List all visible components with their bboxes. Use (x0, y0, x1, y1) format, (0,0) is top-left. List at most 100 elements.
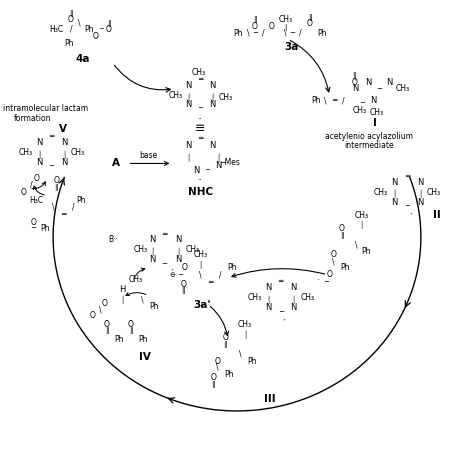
Text: \: \ (78, 19, 80, 28)
Text: │: │ (216, 153, 220, 162)
Text: O: O (269, 22, 275, 31)
Text: \: \ (284, 29, 287, 38)
Text: │: │ (418, 190, 422, 199)
Text: /: / (262, 29, 264, 38)
Text: N: N (386, 78, 392, 87)
Text: O: O (30, 218, 36, 227)
Text: III: III (264, 394, 275, 404)
Text: ─: ─ (162, 261, 166, 267)
Text: N: N (264, 303, 271, 312)
Text: CH₃: CH₃ (396, 84, 410, 93)
Text: N: N (209, 100, 215, 109)
Text: O: O (106, 25, 112, 34)
Text: N: N (185, 100, 191, 109)
Text: acetylenio acylazolium: acetylenio acylazolium (325, 132, 413, 141)
Text: H₃C: H₃C (29, 196, 43, 205)
Text: O: O (222, 333, 228, 342)
Text: \: \ (246, 29, 249, 38)
Text: O: O (210, 373, 216, 382)
Text: base: base (139, 151, 158, 160)
Text: │: │ (243, 330, 247, 338)
Text: N: N (291, 303, 297, 312)
Text: N: N (215, 161, 221, 170)
Text: ═: ═ (332, 96, 337, 105)
Text: ≡: ≡ (195, 122, 205, 135)
Text: N: N (264, 283, 271, 292)
Text: II: II (433, 210, 441, 220)
Text: ─: ─ (99, 27, 103, 32)
Text: ‖: ‖ (353, 73, 356, 80)
Text: O: O (20, 188, 26, 197)
Text: /: / (72, 203, 74, 212)
Text: /: / (342, 96, 345, 105)
Text: O: O (307, 19, 312, 28)
Text: ─: ─ (49, 164, 53, 169)
Text: ‖: ‖ (105, 327, 109, 334)
Text: ─: ─ (405, 203, 409, 209)
Text: CH₃: CH₃ (219, 93, 233, 102)
Text: ‖: ‖ (223, 341, 227, 348)
Text: ‖: ‖ (211, 381, 215, 388)
Text: Ph: Ph (227, 264, 237, 273)
Text: │: │ (186, 94, 191, 102)
Text: ─: ─ (360, 100, 365, 106)
Text: 3a': 3a' (193, 300, 211, 310)
Text: ═: ═ (49, 132, 54, 141)
Text: N: N (175, 236, 182, 245)
Text: O: O (33, 174, 39, 183)
Text: Ph: Ph (114, 335, 123, 344)
Text: ⁺: ⁺ (354, 80, 357, 84)
Text: O: O (104, 320, 109, 329)
Text: N: N (36, 158, 42, 167)
Text: N: N (61, 138, 67, 147)
Text: ─Mes: ─Mes (220, 158, 240, 167)
Text: O: O (338, 224, 344, 233)
Text: ‖: ‖ (340, 231, 343, 238)
Text: ─: ─ (205, 167, 210, 173)
Text: N: N (175, 255, 182, 264)
Text: N: N (193, 166, 200, 175)
Text: Ph: Ph (40, 224, 50, 233)
Text: N: N (417, 198, 423, 207)
Text: ═: ═ (208, 278, 212, 287)
Text: ─: ─ (31, 225, 36, 231)
Text: N: N (370, 96, 376, 105)
Text: │: │ (359, 221, 364, 229)
Text: CH₃: CH₃ (128, 275, 143, 284)
Text: ─: ─ (324, 279, 328, 285)
Text: ═: ═ (198, 134, 202, 143)
Text: N: N (391, 178, 397, 187)
Text: /: / (30, 181, 33, 190)
Text: O: O (252, 22, 258, 31)
Text: \: \ (355, 240, 357, 249)
Text: │: │ (62, 150, 66, 159)
Text: ‖: ‖ (129, 327, 132, 334)
Text: Ph: Ph (138, 335, 147, 344)
Text: CH₃: CH₃ (134, 246, 147, 255)
Text: ‖: ‖ (107, 20, 110, 27)
Text: ⁻: ⁻ (317, 279, 320, 284)
Text: ‖: ‖ (69, 10, 73, 17)
Text: O: O (181, 280, 186, 289)
Text: Ph: Ph (341, 264, 350, 273)
Text: \: \ (332, 257, 335, 266)
Text: Ph: Ph (224, 370, 234, 379)
Text: Ph: Ph (233, 29, 243, 38)
Text: \: \ (199, 270, 201, 279)
Text: \: \ (100, 305, 102, 314)
Text: ··: ·· (197, 116, 201, 122)
Text: ═: ═ (162, 229, 167, 238)
Text: │: │ (186, 153, 191, 162)
Text: CH₃: CH₃ (301, 293, 315, 302)
Text: V: V (59, 124, 67, 134)
Text: ‖: ‖ (55, 184, 58, 191)
Text: CH₃: CH₃ (191, 68, 205, 77)
Text: ··: ·· (197, 177, 201, 183)
Text: │: │ (120, 295, 125, 304)
Text: \: \ (216, 363, 219, 372)
Text: N: N (149, 255, 155, 264)
Text: Ph: Ph (76, 196, 86, 205)
Text: N: N (209, 141, 215, 150)
Text: Ph: Ph (64, 39, 74, 48)
Text: 3a: 3a (284, 42, 299, 52)
